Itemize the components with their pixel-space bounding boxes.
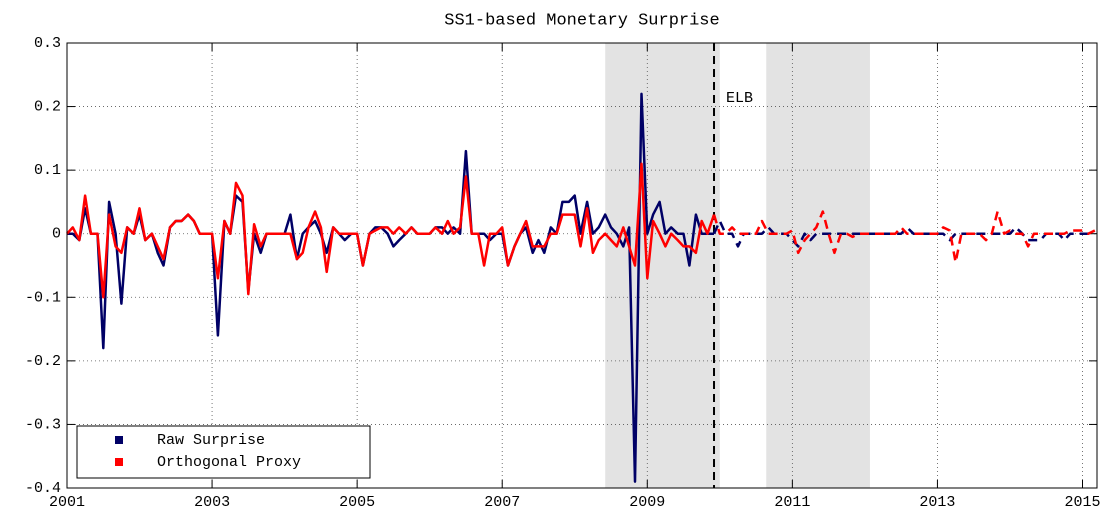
x-tick-label: 2013 [919, 494, 955, 511]
legend-swatch [115, 436, 123, 444]
shaded-period [766, 43, 870, 488]
series-line [66, 162, 716, 299]
elb-label: ELB [726, 90, 753, 107]
x-tick-label: 2001 [49, 494, 85, 511]
x-tick-label: 2005 [339, 494, 375, 511]
y-tick-label: -0.1 [25, 289, 61, 306]
chart-title: SS1-based Monetary Surprise [444, 11, 719, 30]
x-tick-label: 2015 [1064, 494, 1100, 511]
y-tick-label: 0.3 [34, 35, 61, 52]
series-line [712, 210, 1096, 264]
x-tick-label: 2011 [774, 494, 810, 511]
x-tick-label: 2009 [629, 494, 665, 511]
legend-label: Orthogonal Proxy [157, 454, 301, 471]
y-tick-label: 0.1 [34, 162, 61, 179]
y-tick-label: -0.2 [25, 353, 61, 370]
legend-box [76, 425, 371, 479]
y-tick-label: 0.2 [34, 99, 61, 116]
legend-label: Raw Surprise [157, 432, 265, 449]
x-tick-label: 2003 [194, 494, 230, 511]
y-tick-label: -0.3 [25, 416, 61, 433]
plot-frame [66, 42, 1098, 489]
legend-swatch [115, 458, 123, 466]
shaded-period [605, 43, 720, 488]
y-tick-label: 0 [52, 226, 61, 243]
y-tick-label: -0.4 [25, 480, 61, 497]
x-tick-label: 2007 [484, 494, 520, 511]
